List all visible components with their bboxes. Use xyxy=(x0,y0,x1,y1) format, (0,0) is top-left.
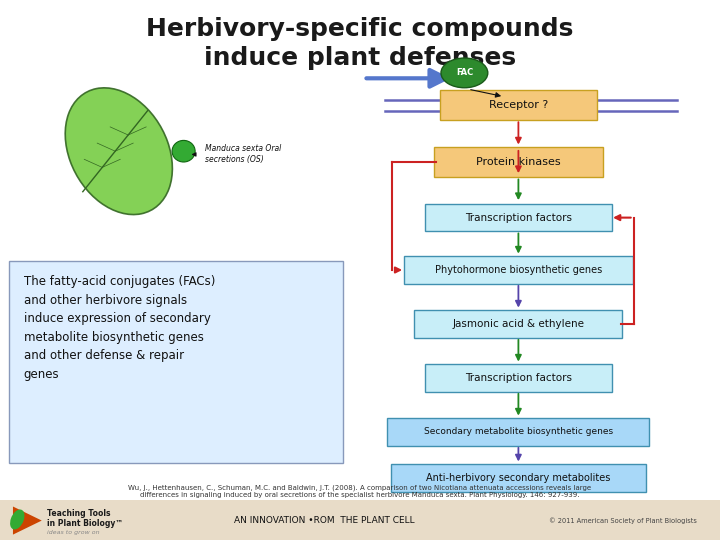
FancyBboxPatch shape xyxy=(439,90,597,120)
Text: Transcription factors: Transcription factors xyxy=(465,373,572,383)
Ellipse shape xyxy=(172,140,195,162)
FancyBboxPatch shape xyxy=(403,256,634,284)
Text: FAC: FAC xyxy=(456,69,473,77)
Text: The fatty-acid conjugates (FACs)
and other herbivore signals
induce expression o: The fatty-acid conjugates (FACs) and oth… xyxy=(24,275,215,381)
Ellipse shape xyxy=(10,510,24,529)
Text: AN INNOVATION •ROM  THE PLANT CELL: AN INNOVATION •ROM THE PLANT CELL xyxy=(234,516,414,525)
Polygon shape xyxy=(13,507,42,535)
Ellipse shape xyxy=(441,58,488,87)
Text: Protein kinases: Protein kinases xyxy=(476,157,561,167)
FancyBboxPatch shape xyxy=(434,147,603,177)
Text: Secondary metabolite biosynthetic genes: Secondary metabolite biosynthetic genes xyxy=(424,428,613,436)
Text: Wu, J., Hettenhausen, C., Schuman, M.C. and Baldwin, J.T. (2008). A comparison o: Wu, J., Hettenhausen, C., Schuman, M.C. … xyxy=(128,484,592,498)
Text: Jasmonic acid & ethylene: Jasmonic acid & ethylene xyxy=(452,319,585,329)
Text: Anti-herbivory secondary metabolites: Anti-herbivory secondary metabolites xyxy=(426,473,611,483)
FancyBboxPatch shape xyxy=(9,261,343,463)
Text: Teaching Tools: Teaching Tools xyxy=(47,509,110,518)
FancyBboxPatch shape xyxy=(387,418,649,446)
Text: ideas to grow on: ideas to grow on xyxy=(47,530,99,535)
Text: Receptor ?: Receptor ? xyxy=(489,100,548,110)
Text: Herbivory-specific compounds: Herbivory-specific compounds xyxy=(146,17,574,40)
Ellipse shape xyxy=(66,88,172,214)
Text: induce plant defenses: induce plant defenses xyxy=(204,46,516,70)
FancyBboxPatch shape xyxy=(391,464,646,491)
Text: in Plant Biology™: in Plant Biology™ xyxy=(47,519,123,528)
FancyBboxPatch shape xyxy=(425,364,612,392)
Text: Manduca sexta Oral
secretions (OS): Manduca sexta Oral secretions (OS) xyxy=(205,144,282,164)
FancyBboxPatch shape xyxy=(415,310,623,338)
FancyBboxPatch shape xyxy=(0,500,720,540)
FancyBboxPatch shape xyxy=(425,204,612,231)
Text: Phytohormone biosynthetic genes: Phytohormone biosynthetic genes xyxy=(435,265,602,275)
Text: Transcription factors: Transcription factors xyxy=(465,213,572,222)
Text: © 2011 American Society of Plant Biologists: © 2011 American Society of Plant Biologi… xyxy=(549,517,697,524)
